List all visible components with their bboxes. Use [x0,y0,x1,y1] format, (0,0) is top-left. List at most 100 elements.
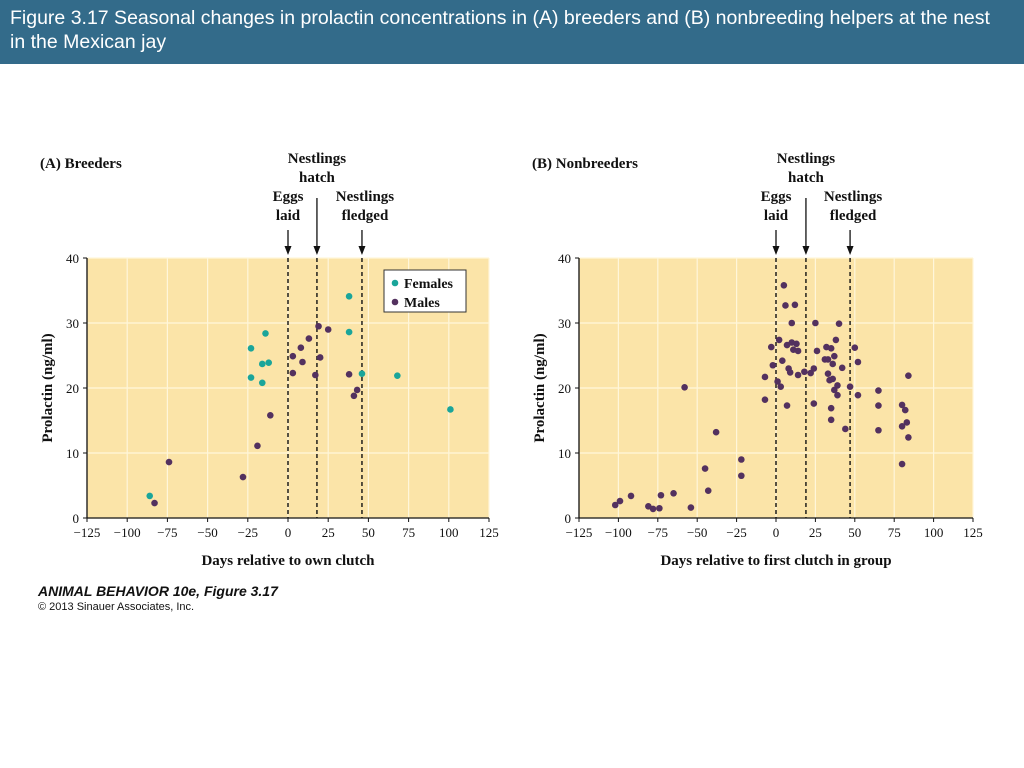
panel-b-point-males [832,336,840,344]
panel-b-panel-label: (B) Nonbreeders [532,156,638,172]
panel-a-point-males [305,335,313,342]
panel-b-x-tick-label: 125 [963,525,983,540]
panel-b-point-males [761,396,769,404]
panel-b-point-males [829,375,837,383]
panel-b-point-males [875,387,882,394]
panel-b-point-males [810,400,818,407]
panel-b-event-label: fledged [830,208,877,224]
panel-b-point-males [827,404,835,412]
panel-a-event-label: Nestlings [288,151,347,167]
panel-a-point-males [316,354,324,361]
panel-a-event-arrowhead [313,246,321,255]
panel-a-x-axis-label: Days relative to own clutch [201,553,375,569]
panel-a-y-tick-label: 0 [73,511,80,526]
panel-a-point-males [165,458,173,466]
panel-b-event-label: laid [764,208,789,224]
panel-b-point-males [827,416,835,424]
panel-b-point-males [616,497,624,505]
panel-a-point-males [151,499,158,507]
panel-a-point-females [394,372,401,379]
panel-b-point-males [898,401,906,409]
panel-b-event-arrowhead [802,246,810,255]
panel-a-point-males [345,371,353,378]
panel-a-x-tick-label: −125 [74,525,101,540]
panel-b-y-axis-label: Prolactin (ng/ml) [532,333,548,442]
panel-b-point-males [779,357,786,365]
panel-a-x-tick-label: 50 [362,525,375,540]
panel-b-point-males [834,391,841,399]
panel-a-point-females [345,328,353,336]
panel-b-x-axis-label: Days relative to first clutch in group [660,553,891,569]
panel-b-point-males [687,504,695,511]
panel-a-point-females [447,406,454,413]
panel-b-point-males [827,345,835,352]
panel-a-y-tick-label: 10 [66,446,79,461]
panel-b-point-males [657,491,665,499]
panel-a-y-tick-label: 20 [66,381,79,396]
panel-b-point-males [769,361,777,369]
panel-a-legend [383,269,467,313]
panel-b-point-males [810,365,818,372]
panel-b-x-tick-label: 100 [924,525,944,540]
panel-b-point-males [649,505,657,513]
panel-b-point-males [777,383,785,391]
panel-a-point-males [297,344,305,352]
panel-a-y-tick-label: 40 [66,251,79,266]
panel-a-legend-marker-males [391,298,399,306]
panel-b-event-label: hatch [788,170,824,186]
panel-a-event-label: Nestlings [336,189,395,205]
panel-a-event-label: hatch [299,170,335,186]
panel-a-point-males [254,442,261,450]
panel-a-point-females [265,359,273,366]
panel-a-event-label: fledged [342,208,389,224]
panel-b-point-males [851,344,859,352]
panel-b-y-tick-label: 10 [558,446,571,461]
panel-b-point-males [905,372,912,379]
panel-a-y-tick-label: 30 [66,316,79,331]
panel-a-event-label: laid [276,208,301,224]
panel-a-x-tick-label: 0 [285,525,292,540]
panel-a-point-females [345,293,353,300]
panel-a-legend-label-males: Males [404,296,440,311]
panel-b-point-males [712,428,720,436]
panel-b-point-males [898,460,906,468]
panel-a-point-males [315,322,322,330]
panel-b-point-males [824,356,832,363]
panel-a-point-males [239,473,247,481]
panel-b-x-tick-label: −50 [687,525,707,540]
panel-a-point-males [312,371,319,379]
panel-b-point-males [738,472,745,480]
panel-b-event-label: Nestlings [777,151,836,167]
panel-b-point-males [875,402,882,409]
panel-b-point-males [738,456,745,463]
panel-b-point-males [701,465,709,472]
panel-a-x-tick-label: −50 [197,525,217,540]
panel-a-x-tick-label: −75 [157,525,177,540]
panel-a-point-females [247,345,255,352]
panel-b-event-arrowhead [846,246,854,255]
panel-b-point-males [835,320,843,327]
panel-b-point-males [824,370,832,378]
panel-a-point-females [146,492,154,500]
panel-b-point-males [786,369,794,376]
panel-b-y-tick-label: 30 [558,316,571,331]
panel-b-point-males [812,319,819,327]
panel-b-point-males [761,373,769,381]
panel-b-point-males [774,378,781,385]
copyright-notice: © 2013 Sinauer Associates, Inc. [38,601,195,613]
panel-b-point-males [791,301,799,309]
panel-b-point-males [905,434,912,441]
panel-a-point-males [289,369,297,377]
title-bar: Figure 3.17 Seasonal changes in prolacti… [0,0,1024,64]
panel-a-panel-label: (A) Breeders [40,156,122,172]
panel-b-point-males [903,419,911,426]
panel-a-point-females [258,379,266,387]
slide-title: Figure 3.17 Seasonal changes in prolacti… [10,7,990,53]
panel-a-event-label: Eggs [273,189,304,205]
panel-a-x-tick-label: 100 [439,525,459,540]
panel-b-point-males [831,352,838,360]
panel-b-point-males [783,402,791,409]
panel-a-x-tick-label: −25 [238,525,258,540]
panel-b-point-males [846,383,854,391]
